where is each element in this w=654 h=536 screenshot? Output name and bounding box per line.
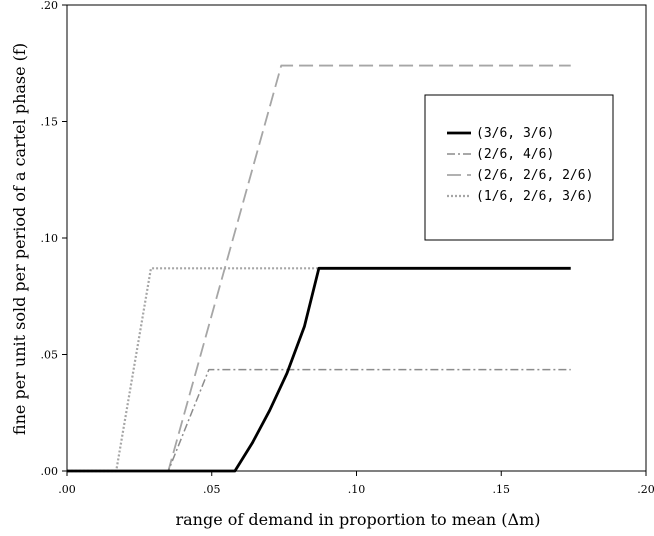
x-tick-label: .10: [348, 483, 366, 496]
x-tick-label: .00: [58, 483, 76, 496]
legend-label: (3/6, 3/6): [476, 126, 554, 141]
x-tick-label: .05: [203, 483, 221, 496]
axis-layer: .00 .05 .10 .15 .20 .00 .05 .10 .15 .20: [41, 0, 654, 496]
legend-box: [424, 94, 614, 241]
series-line: [67, 266, 571, 473]
legend-label: (2/6, 4/6): [476, 147, 554, 162]
y-tick-label: .20: [41, 0, 59, 12]
legend: (3/6, 3/6) (2/6, 4/6) (2/6, 2/6, 2/6) (1/6,…: [424, 94, 614, 241]
x-tick-label: .20: [637, 483, 654, 496]
series-line: [67, 368, 571, 472]
y-tick-label: .15: [41, 116, 59, 129]
legend-label: (1/6, 2/6, 3/6): [476, 189, 593, 204]
y-tick-label: .05: [41, 349, 59, 362]
x-tick-label: .15: [493, 483, 511, 496]
y-tick-label: .10: [41, 232, 59, 245]
y-tick-label: .00: [41, 465, 59, 478]
legend-label: (2/6, 2/6, 2/6): [476, 168, 593, 183]
x-axis-title: range of demand in proportion to mean (Δ…: [175, 510, 540, 529]
y-axis-title: fine per unit sold per period of a carte…: [10, 43, 29, 435]
